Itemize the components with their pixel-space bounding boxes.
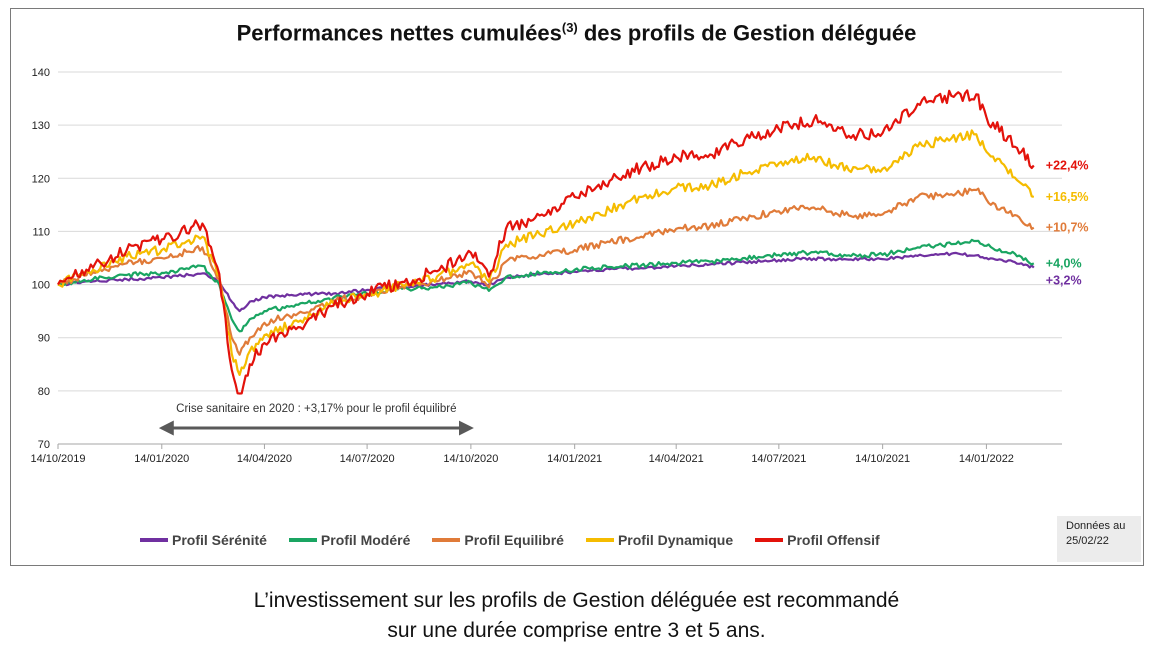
y-tick-label-120: 120: [32, 173, 50, 185]
chart-title-superscript: (3): [561, 20, 578, 35]
y-tick-label-130: 130: [32, 120, 50, 132]
legend: Profil Sérénité Profil Modéré Profil Equil…: [140, 530, 880, 550]
legend-item-profil-offensif: Profil Offensif: [755, 532, 880, 548]
end-labels: +3,2% +4,0% +10,7% +16,5% +22,4%: [1046, 159, 1089, 288]
y-tick-label-140: 140: [32, 67, 50, 79]
x-tick-label-7: 14/07/2021: [751, 453, 806, 465]
chart-title: Performances nettes cumulées(3) des prof…: [0, 20, 1153, 46]
x-tick-label-6: 14/04/2021: [649, 453, 704, 465]
x-tick-label-4: 14/10/2020: [443, 453, 498, 465]
legend-swatch: [288, 538, 317, 542]
end-label-profil-equilibre: +10,7%: [1046, 221, 1089, 235]
x-tick-label-0: 14/10/2019: [30, 453, 85, 465]
x-tick-label-8: 14/10/2021: [855, 453, 910, 465]
x-tick-label-9: 14/01/2022: [959, 453, 1014, 465]
covid-annotation: Crise sanitaire en 2020 : +3,17% pour le…: [158, 403, 474, 436]
legend-label: Profil Offensif: [787, 532, 880, 548]
gridlines: [58, 71, 1062, 445]
y-tick-label-100: 100: [32, 280, 50, 292]
legend-label: Profil Modéré: [320, 532, 411, 548]
legend-swatch: [432, 538, 461, 542]
x-tick-label-3: 14/07/2020: [340, 453, 395, 465]
end-label-profil-modere: +4,0%: [1046, 256, 1082, 270]
x-tick-label-2: 14/04/2020: [237, 453, 292, 465]
legend-swatch: [585, 538, 614, 542]
legend-item-profil-serenite: Profil Sérénité: [140, 532, 267, 548]
date-note-line1: Données au: [1066, 520, 1126, 532]
caption: L’investissement sur les profils de Gest…: [0, 586, 1153, 646]
x-tick-label-5: 14/01/2021: [547, 453, 602, 465]
end-label-profil-serenite: +3,2%: [1046, 273, 1082, 287]
legend-swatch: [755, 538, 784, 542]
chart-title-suffix: des profils de Gestion déléguée: [577, 20, 917, 46]
caption-line1: L’investissement sur les profils de Gest…: [253, 589, 900, 612]
axes: 70 80 90 100 110 120 130 140 14/10/2019 14/01/202…: [30, 67, 1013, 465]
series-line-profil-serenite: [57, 251, 1035, 313]
legend-label: Profil Equilibré: [464, 532, 564, 548]
y-tick-label-70: 70: [38, 439, 50, 451]
legend-label: Profil Dynamique: [617, 532, 734, 548]
series-lines: [57, 89, 1035, 395]
legend-label: Profil Sérénité: [172, 532, 267, 548]
end-label-profil-dynamique: +16,5%: [1046, 190, 1089, 204]
legend-swatch: [140, 538, 168, 542]
legend-item-profil-dynamique: Profil Dynamique: [585, 532, 734, 548]
annotation-text: Crise sanitaire en 2020 : +3,17% pour le…: [176, 403, 456, 415]
y-tick-label-80: 80: [38, 386, 50, 398]
end-label-profil-offensif: +22,4%: [1046, 159, 1089, 173]
legend-item-profil-modere: Profil Modéré: [288, 532, 411, 548]
legend-item-profil-equilibre: Profil Equilibré: [432, 532, 564, 548]
date-note-line2: 25/02/22: [1066, 535, 1109, 547]
chart-title-main: Performances nettes cumulées: [236, 20, 562, 46]
series-line-profil-offensif: [57, 89, 1035, 395]
y-tick-label-90: 90: [38, 333, 50, 345]
y-tick-label-110: 110: [32, 226, 50, 238]
date-note: Données au 25/02/22: [1057, 516, 1141, 562]
chart-frame: [10, 8, 1144, 566]
x-tick-label-1: 14/01/2020: [134, 453, 189, 465]
caption-line2: sur une durée comprise entre 3 et 5 ans.: [387, 619, 766, 642]
